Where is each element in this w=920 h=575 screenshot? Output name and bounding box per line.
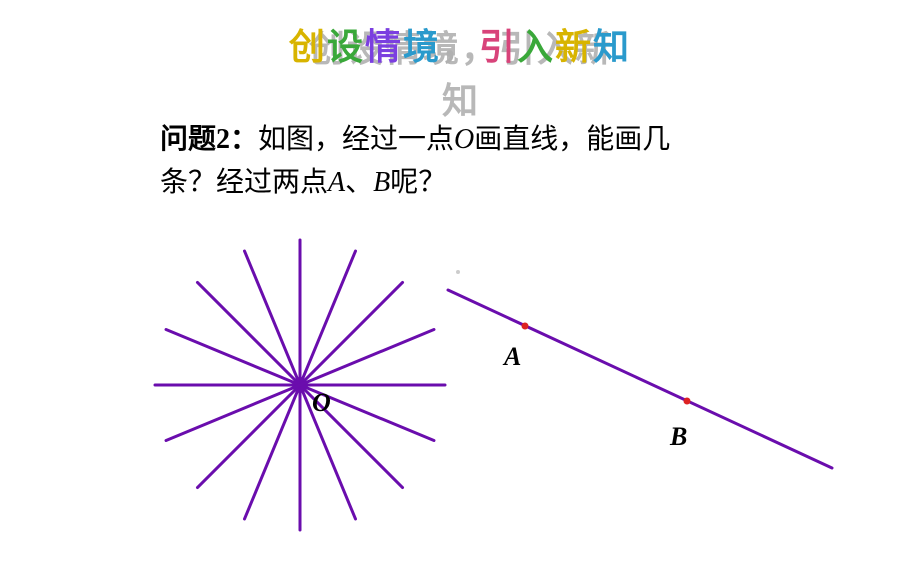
slide-title: 创设情境，引入新知创设情境，引入新知 bbox=[0, 18, 920, 70]
diagram-svg bbox=[90, 230, 850, 550]
geometry-diagram: O A B bbox=[90, 230, 850, 550]
q-text-2b: 呢？ bbox=[390, 167, 446, 198]
label-B: B bbox=[670, 422, 687, 452]
question-label: 问题2： bbox=[160, 124, 258, 155]
q-text-1: 如图，经过一点 bbox=[258, 124, 454, 155]
label-O: O bbox=[312, 388, 331, 418]
q-text-2a: 条？经过两点 bbox=[160, 167, 328, 198]
point-B-ref: B bbox=[373, 167, 390, 198]
label-A: A bbox=[504, 342, 521, 372]
q-sep: 、 bbox=[345, 167, 373, 198]
q-text-1b: 画直线，能画几 bbox=[474, 124, 670, 155]
question-text: 问题2：如图，经过一点O画直线，能画几条？经过两点A、B呢？ bbox=[160, 118, 800, 205]
point-O-ref: O bbox=[454, 124, 474, 155]
point-A-ref: A bbox=[328, 167, 345, 198]
